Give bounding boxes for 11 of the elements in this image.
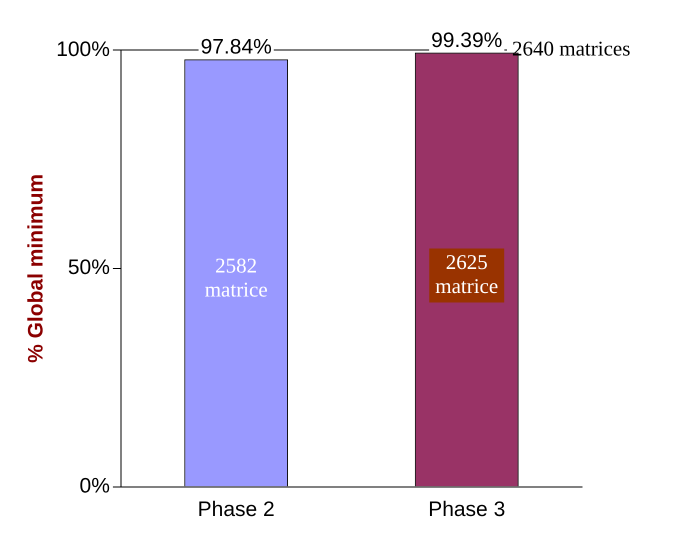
- y-axis-title: % Global minimum: [24, 174, 48, 363]
- y-tick-label: 100%: [56, 38, 110, 61]
- data-label: 99.39%: [431, 28, 502, 52]
- x-tick-label: Phase 3: [428, 498, 506, 522]
- data-label: 97.84%: [200, 36, 272, 59]
- ref-line-label: 2640 matrices: [512, 36, 630, 61]
- y-tick-label: 50%: [68, 256, 110, 280]
- annotation: 2625 matrice: [435, 250, 498, 298]
- y-tick-label: 0%: [80, 474, 110, 498]
- x-tick-label: Phase 2: [198, 498, 275, 522]
- annotation: 2582 matrice: [204, 253, 268, 302]
